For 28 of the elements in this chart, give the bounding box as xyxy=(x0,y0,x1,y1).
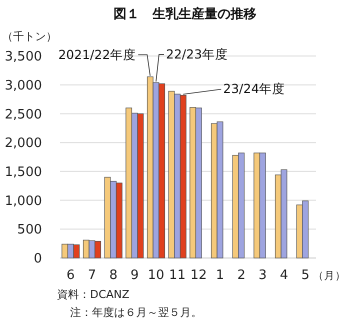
x-tick-label: 6 xyxy=(66,268,75,283)
y-tick-label: 1,500 xyxy=(4,164,42,180)
y-tick-label: 0 xyxy=(34,252,42,267)
y-axis-title: （千トン） xyxy=(2,30,57,43)
x-tick-label: 2 xyxy=(237,268,246,283)
text: 資料：DCANZ xyxy=(57,288,130,301)
x-tick-label: 7 xyxy=(88,268,96,283)
y-tick-label: 3,000 xyxy=(4,78,42,94)
x-tick-label: 11 xyxy=(169,268,186,283)
y-tick-label: 1,000 xyxy=(4,194,42,209)
x-tick-label: 5 xyxy=(301,268,310,283)
y-tick-label: 500 xyxy=(17,222,42,238)
x-tick-label: 3 xyxy=(258,268,267,283)
text: 注：年度は６月～翌５月。 xyxy=(70,306,202,319)
x-tick-label: 12 xyxy=(190,268,207,283)
x-tick-label: 10 xyxy=(148,268,164,283)
y-tick-label: 2,500 xyxy=(4,107,42,122)
x-tick-label: 4 xyxy=(280,268,288,283)
y-tick-label: 2,000 xyxy=(4,136,42,152)
text: 23/24年度 xyxy=(223,81,286,96)
chart-title: 図１ 生乳生産量の推移 xyxy=(114,6,256,22)
y-tick-label: 3,500 xyxy=(4,50,42,65)
series-label: 22/23年度 xyxy=(166,46,228,62)
series-label: 2021/22年度 xyxy=(58,46,136,62)
x-tick-label: 1 xyxy=(216,268,224,283)
x-axis-title: （月） xyxy=(313,270,346,282)
x-tick-label: 8 xyxy=(109,268,118,283)
x-tick-label: 9 xyxy=(130,268,139,283)
